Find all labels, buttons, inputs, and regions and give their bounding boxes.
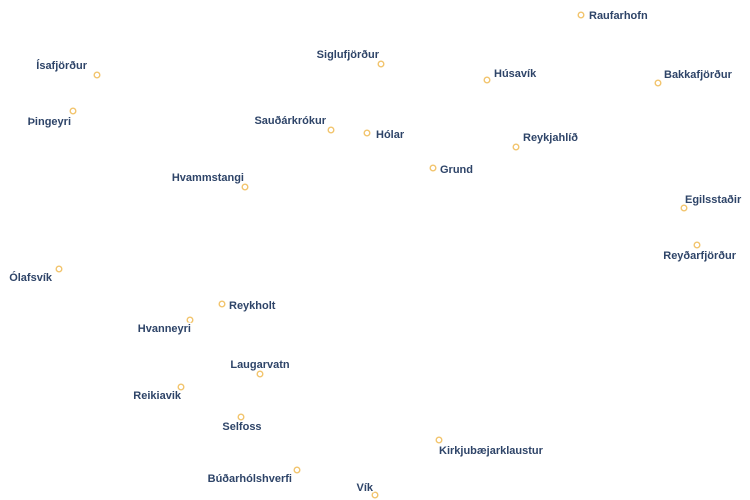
town-marker-budarholshverfi[interactable] [293, 466, 301, 474]
town-label-reikiavik: Reikiavik [133, 390, 182, 402]
town-marker-holar[interactable] [363, 129, 371, 137]
town-label-reydarfjordur: Reyðarfjörður [663, 250, 736, 262]
town-marker-vik[interactable] [371, 491, 379, 499]
town-label-vik: Vík [356, 482, 373, 494]
town-marker-siglufjordur[interactable] [377, 60, 385, 68]
town-label-raufarhofn: Raufarhofn [589, 10, 648, 22]
town-marker-saudarkrokur[interactable] [327, 126, 335, 134]
town-label-husavik: Húsavík [494, 68, 537, 80]
town-marker-thingeyri[interactable] [69, 107, 77, 115]
town-labels: Raufarhofn Ísafjörður Siglufjörður Húsavík B… [8, 9, 744, 496]
town-marker-egilsstadir[interactable] [680, 204, 688, 212]
town-label-laugarvatn: Laugarvatn [230, 359, 290, 371]
town-label-siglufjordur: Siglufjörður [317, 49, 380, 61]
town-label-saudarkrokur: Sauðárkrókur [254, 115, 326, 127]
town-marker-reykholt[interactable] [218, 300, 226, 308]
town-label-reykholt: Reykholt [229, 300, 276, 312]
town-markers [55, 11, 701, 499]
town-label-hvammstangi: Hvammstangi [172, 172, 244, 184]
town-marker-isafjordur[interactable] [93, 71, 101, 79]
town-marker-hvanneyri[interactable] [186, 316, 194, 324]
town-label-bakkafjordur: Bakkafjörður [664, 69, 733, 81]
town-label-isafjordur: Ísafjörður [36, 59, 87, 72]
town-marker-reydarfjordur[interactable] [693, 241, 701, 249]
town-marker-kirkjubaejarklaustur[interactable] [435, 436, 443, 444]
town-marker-selfoss[interactable] [237, 413, 245, 421]
town-label-thingeyri: Þingeyri [28, 116, 71, 128]
town-label-selfoss: Selfoss [222, 421, 261, 433]
town-label-grund: Grund [440, 164, 473, 176]
town-marker-hvammstangi[interactable] [241, 183, 249, 191]
town-marker-husavik[interactable] [483, 76, 491, 84]
town-marker-raufarhofn[interactable] [577, 11, 585, 19]
town-label-hvanneyri: Hvanneyri [138, 323, 191, 335]
town-label-budarholshverfi: Búðarhólshverfi [208, 473, 292, 485]
town-marker-olafsvik[interactable] [55, 265, 63, 273]
town-label-egilsstadir: Egilsstaðir [685, 194, 742, 206]
town-label-olafsvik: Ólafsvík [9, 271, 53, 284]
town-marker-bakkafjordur[interactable] [654, 79, 662, 87]
town-label-holar: Hólar [376, 129, 405, 141]
town-marker-grund[interactable] [429, 164, 437, 172]
town-marker-laugarvatn[interactable] [256, 370, 264, 378]
town-marker-reykjahlid[interactable] [512, 143, 520, 151]
town-label-kirkjubaejarklaustur: Kirkjubæjarklaustur [439, 445, 544, 457]
town-label-reykjahlid: Reykjahlíð [523, 132, 578, 144]
town-marker-reikiavik[interactable] [177, 383, 185, 391]
